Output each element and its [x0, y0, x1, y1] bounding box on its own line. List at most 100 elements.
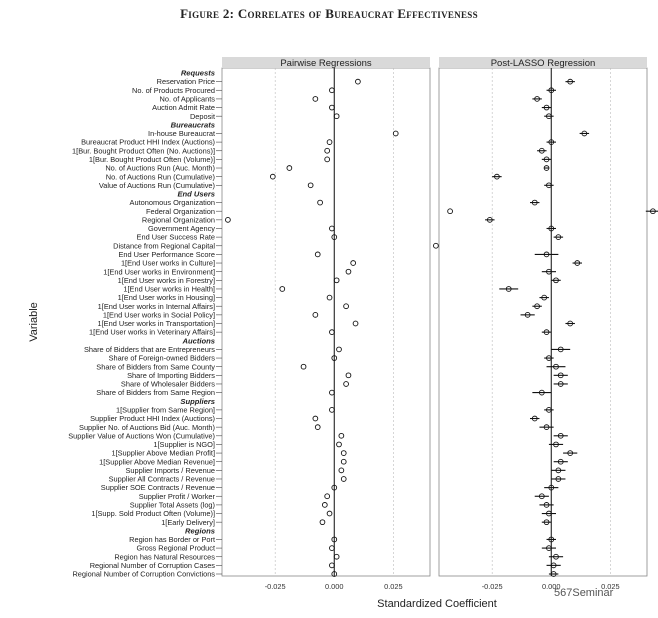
pairwise-point — [286, 165, 293, 171]
lasso-point — [550, 562, 557, 569]
pairwise-point — [314, 251, 321, 258]
variable-label: Government Agency — [148, 224, 215, 233]
pairwise-point — [329, 389, 335, 396]
variable-label: Supplier Product HHI Index (Auctions) — [90, 414, 215, 423]
panel-right-strip — [439, 57, 647, 68]
pairwise-point — [392, 130, 399, 137]
variable-label: In-house Bureaucrat — [148, 129, 215, 138]
variable-label: No. of Applicants — [160, 95, 216, 104]
lasso-point — [553, 363, 559, 370]
group-heading: End Users — [177, 190, 215, 199]
pairwise-point — [319, 519, 326, 526]
variable-label: Supplier Total Assets (log) — [130, 500, 215, 509]
lasso-point — [567, 320, 574, 327]
x-tick-label: 0.025 — [601, 582, 620, 591]
pairwise-point — [343, 303, 349, 310]
variable-label: Regional Number of Corruption Conviction… — [72, 570, 215, 579]
pairwise-point — [321, 502, 328, 508]
variable-label: Share of Foreign-owned Bidders — [109, 354, 216, 363]
variable-label: Regional Organization — [142, 215, 215, 224]
lasso-point — [548, 87, 555, 94]
lasso-point — [548, 225, 555, 232]
variable-label: End User Success Rate — [137, 233, 215, 242]
pairwise-point — [326, 510, 333, 517]
pairwise-point — [343, 381, 349, 387]
lasso-point — [494, 173, 500, 180]
lasso-point — [553, 553, 559, 560]
pairwise-point — [324, 156, 331, 163]
pairwise-point — [447, 208, 453, 215]
pairwise-point — [331, 536, 338, 543]
panel-left-title: Pairwise Regressions — [280, 58, 372, 69]
lasso-point — [555, 467, 562, 474]
variable-label: 1[End User works in Forestry] — [118, 276, 215, 285]
pairwise-point — [225, 216, 231, 223]
pairwise-point — [345, 268, 352, 275]
lasso-point — [546, 355, 552, 361]
pairwise-point — [329, 87, 335, 94]
lasso-point — [543, 104, 550, 111]
pairwise-point — [312, 415, 319, 422]
variable-label: Reservation Price — [157, 77, 215, 86]
variable-label: Region has Natural Resources — [114, 552, 215, 561]
lasso-point — [574, 260, 581, 266]
variable-label: No. of Auctions Run (Auc. Month) — [105, 164, 215, 173]
pairwise-point — [269, 173, 276, 180]
lasso-point — [553, 277, 559, 284]
pairwise-point — [331, 234, 338, 240]
pairwise-point — [329, 225, 335, 232]
y-axis-title: Variable — [28, 302, 40, 342]
pairwise-point — [279, 286, 286, 292]
pairwise-point — [338, 467, 345, 474]
pairwise-point — [336, 441, 342, 448]
variable-label: Gross Regional Product — [137, 544, 215, 553]
variable-label: Supplier Profit / Worker — [139, 492, 216, 501]
pairwise-point — [355, 78, 361, 85]
variable-label: 1[End User works in Social Policy] — [103, 310, 215, 319]
pairwise-point — [307, 182, 314, 189]
lasso-point — [546, 510, 552, 517]
lasso-point — [543, 251, 550, 258]
pairwise-point — [338, 432, 345, 439]
variable-label: Share of Bidders from Same Region — [96, 388, 215, 397]
lasso-point — [546, 407, 552, 413]
group-heading: Bureaucrats — [171, 120, 215, 129]
variable-label: 1[Bur. Bought Product Often (Volume)] — [89, 155, 215, 164]
lasso-point — [557, 346, 564, 353]
pairwise-point — [329, 407, 335, 413]
lasso-point — [546, 545, 552, 551]
lasso-point — [531, 199, 538, 206]
panel-left-background — [221, 67, 431, 577]
variable-label: 1[Supplier Above Median Profit] — [111, 449, 215, 458]
x-tick-label: 0.025 — [384, 582, 403, 591]
lasso-point — [548, 484, 555, 491]
group-heading: Suppliers — [180, 397, 215, 406]
lasso-point — [557, 432, 564, 439]
pairwise-point — [326, 294, 333, 301]
variable-label: Share of Wholesaler Bidders — [121, 380, 215, 389]
lasso-point — [553, 441, 559, 448]
figure-title: Figure 2: Correlates of Bureaucrat Effec… — [180, 6, 478, 21]
lasso-point — [538, 147, 545, 154]
x-tick-label: 0.000 — [542, 582, 561, 591]
variable-label: 1[End User works in Housing] — [118, 293, 215, 302]
lasso-point — [557, 458, 564, 465]
lasso-point — [548, 536, 555, 543]
pairwise-point — [340, 458, 347, 465]
lasso-point — [531, 415, 538, 422]
pairwise-point — [329, 329, 335, 335]
lasso-point — [548, 139, 555, 145]
pairwise-point — [331, 484, 338, 491]
variable-label: Regional Number of Corruption Cases — [90, 561, 216, 570]
group-heading: Requests — [181, 69, 215, 78]
variable-label: 1[End User works in Veterinary Affairs] — [89, 328, 215, 337]
variable-label: 1[Early Delivery] — [161, 518, 215, 527]
lasso-point — [538, 493, 545, 500]
lasso-point — [543, 424, 550, 431]
watermark-text: 567Seminar — [554, 587, 614, 599]
variable-label: Share of Bidders from Same County — [96, 362, 215, 371]
pairwise-point — [336, 346, 342, 353]
variable-label: 1[End User works in Culture] — [121, 259, 215, 268]
pairwise-point — [326, 139, 333, 145]
